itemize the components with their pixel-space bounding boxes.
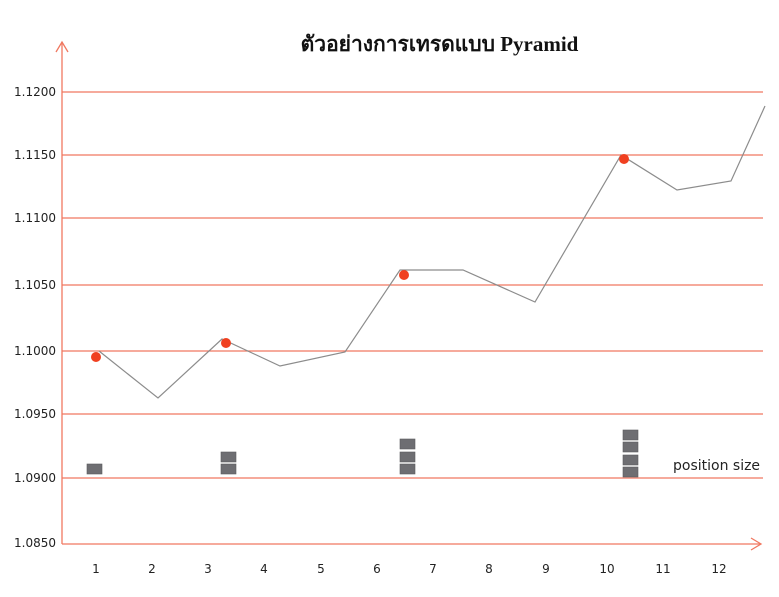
y-tick-label: 1.0900 [14, 471, 56, 485]
y-tick-label: 1.1000 [14, 344, 56, 358]
y-tick-label: 1.1150 [14, 148, 56, 162]
x-tick-label: 6 [373, 562, 381, 576]
grid-lines [62, 91, 763, 479]
x-tick-label: 7 [429, 562, 437, 576]
price-line [98, 105, 766, 399]
x-tick-label: 8 [485, 562, 493, 576]
x-tick-label: 4 [260, 562, 268, 576]
x-tick-label: 10 [599, 562, 615, 576]
y-tick-label: 1.1200 [14, 85, 56, 99]
x-tick-label: 11 [655, 562, 671, 576]
position-size-blocks [86, 429, 639, 478]
y-tick-label: 1.0850 [14, 536, 56, 550]
position-size-label: position size [673, 458, 761, 474]
y-tick-label: 1.0950 [14, 407, 56, 421]
x-axis [62, 537, 763, 551]
y-tick-label: 1.1050 [14, 278, 56, 292]
x-tick-label: 3 [204, 562, 212, 576]
x-tick-label: 12 [711, 562, 727, 576]
x-tick-label: 5 [317, 562, 325, 576]
x-tick-label: 2 [148, 562, 156, 576]
y-axis [55, 40, 69, 544]
chart-title: ตัวอย่างการเทรดแบบ Pyramid [300, 32, 579, 56]
entry-dots [91, 154, 629, 362]
x-tick-label: 9 [542, 562, 550, 576]
x-tick-label: 1 [92, 562, 100, 576]
y-tick-label: 1.1100 [14, 211, 56, 225]
